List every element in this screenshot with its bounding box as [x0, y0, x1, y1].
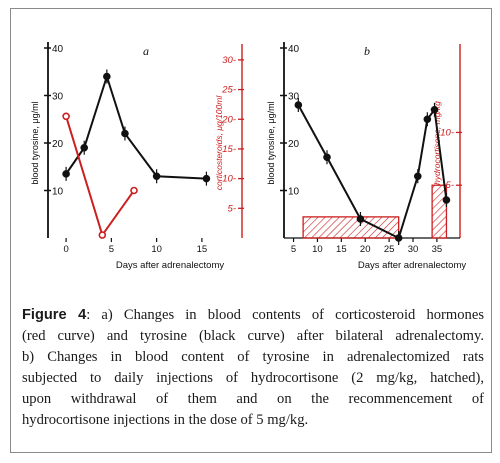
right-y-tick-label: 10-: [222, 174, 236, 185]
caption-label: Figure 4: [22, 307, 87, 323]
x-tick-label: 5: [109, 244, 114, 255]
right-y-tick-label: 30-: [222, 55, 236, 66]
data-point: [423, 115, 432, 124]
caption-line-2: (red curve) and tyrosine (black curve) a…: [22, 328, 484, 344]
left-y-tick-label: 40: [288, 44, 300, 55]
x-tick-label: 0: [63, 244, 68, 255]
data-point: [430, 105, 439, 114]
data-point: [121, 129, 129, 138]
data-point: [413, 172, 422, 181]
x-tick-label: 10: [151, 244, 162, 255]
left-y-tick-label: 20: [288, 139, 300, 150]
x-tick-label: 5: [291, 244, 296, 255]
right-y-tick-label: 5-: [446, 180, 454, 191]
caption-line-3: b) Changes in blood content of tyrosine …: [22, 349, 484, 365]
caption-line-4: subjected to daily injections of hydroco…: [22, 370, 484, 386]
data-point: [294, 101, 303, 109]
x-tick-label: 35: [432, 244, 443, 255]
x-tick-label: 30: [408, 244, 419, 255]
x-axis-label: Days after adrenalectomy: [358, 260, 466, 271]
left-y-tick-label: 40: [52, 44, 64, 55]
figure-caption: Figure 4: a) Changes in blood contents o…: [22, 305, 484, 431]
left-y-tick-label: 30: [52, 92, 64, 103]
caption-text-1: : a) Changes in blood contents of cortic…: [86, 307, 484, 323]
data-point: [152, 172, 161, 181]
panel-label: b: [364, 44, 370, 58]
x-tick-label: 10: [312, 244, 323, 255]
series-line: [65, 73, 207, 180]
caption-line-5: upon withdrawal of them and on the recom…: [22, 391, 484, 407]
left-y-axis-label: blood tyrosine, μg/ml: [30, 101, 40, 184]
panel-label: a: [143, 44, 149, 58]
data-point: [202, 174, 211, 183]
figure-frame: [10, 8, 492, 453]
left-y-tick-label: 20: [52, 139, 64, 150]
data-point: [62, 170, 70, 178]
x-tick-label: 15: [197, 244, 208, 255]
right-y-tick-label: 10-: [440, 127, 454, 138]
x-tick-label: 15: [336, 244, 347, 255]
caption-line-6: hydrocortisone injections in the dose of…: [22, 412, 309, 428]
data-point: [80, 143, 89, 152]
caption-line-1: Figure 4: a) Changes in blood contents o…: [22, 305, 484, 326]
x-tick-label: 20: [360, 244, 371, 255]
left-y-tick-label: 10: [288, 187, 300, 198]
data-point: [356, 215, 365, 223]
left-y-axis-label: blood tyrosine, μg/ml: [266, 101, 276, 184]
right-y-tick-label: 20-: [221, 114, 236, 125]
x-tick-label: 25: [384, 244, 395, 255]
x-axis-label: Days after adrenalectomy: [116, 260, 224, 271]
right-y-axis-label: corticosteroids, μg/100ml: [214, 95, 224, 191]
hatched-block: [431, 184, 448, 239]
hatched-block: [302, 216, 400, 239]
chart-a: 10 20 30 40 5- 10- 15- 20- 25- 30- 0 5 10 15 blood tyr…: [30, 42, 244, 271]
data-point: [103, 72, 111, 81]
left-y-tick-label: 30: [288, 92, 300, 103]
right-y-tick-label: 5-: [228, 203, 236, 214]
data-point: [394, 234, 403, 242]
chart-b: 10 20 30 40 5- 10- 5 10 15 20 25 30 35 blood tyrosine…: [266, 42, 466, 271]
right-y-tick-label: 15-: [222, 144, 236, 155]
left-y-tick-label: 10: [52, 187, 64, 198]
data-point: [323, 153, 331, 162]
data-point: [130, 186, 138, 195]
right-y-tick-label: 25-: [221, 85, 236, 96]
data-point: [62, 112, 70, 121]
data-point: [442, 196, 451, 204]
data-point: [98, 231, 107, 239]
right-y-axis-label: hydrocortisone, mg/kg: [432, 101, 442, 185]
